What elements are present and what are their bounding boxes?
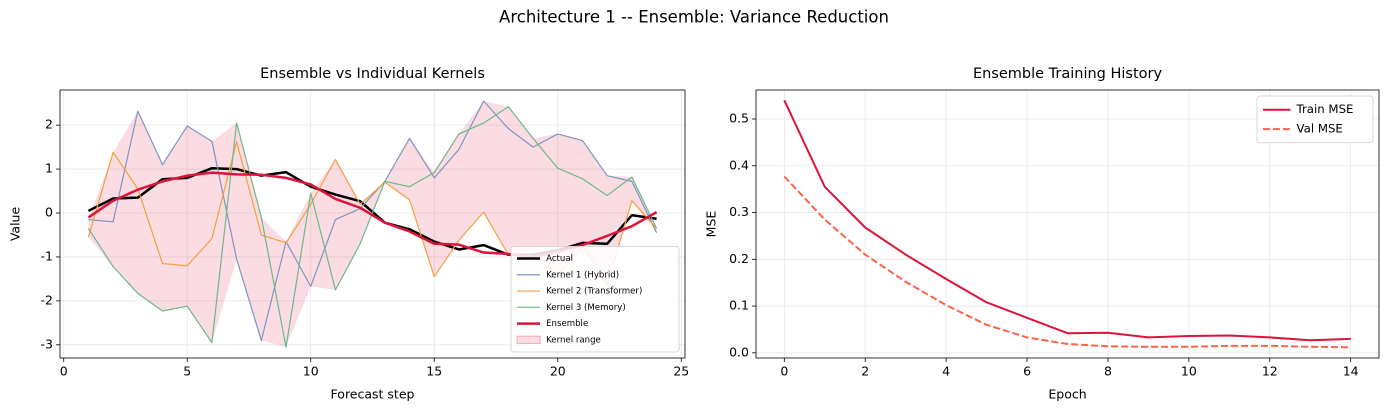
y-tick-label: 0.0 (729, 344, 749, 359)
kernel-range-band (88, 100, 657, 348)
y-tick-label: -1 (41, 248, 53, 263)
y-tick-label: 0.1 (729, 298, 749, 313)
x-tick-label: 14 (1343, 364, 1359, 379)
x-tick-label: 25 (673, 364, 689, 379)
y-tick-label: 0 (45, 205, 53, 220)
plot-frame (755, 89, 1380, 359)
legend-label: Actual (546, 254, 573, 264)
y-tick-label: 2 (45, 117, 53, 132)
series-line (783, 99, 1351, 342)
series-line (783, 175, 1351, 349)
y-tick-label: 1 (45, 161, 53, 176)
legend-label: Kernel 2 (Transformer) (546, 287, 642, 297)
y-axis-label: Value (8, 207, 23, 242)
legend-box (1256, 95, 1374, 144)
y-tick-label: 0.5 (729, 110, 749, 125)
x-tick-label: 15 (426, 364, 442, 379)
y-tick-label: 0.2 (729, 251, 749, 266)
legend-swatch (516, 335, 541, 345)
x-tick-label: 0 (780, 364, 788, 379)
x-tick-label: 20 (550, 364, 566, 379)
x-tick-label: 10 (1181, 364, 1197, 379)
legend-label: Kernel range (546, 335, 601, 345)
x-tick-label: 8 (1104, 364, 1112, 379)
x-tick-label: 0 (60, 364, 68, 379)
y-tick-label: -2 (41, 292, 53, 307)
plot-frame (59, 89, 686, 359)
legend-box (510, 245, 680, 353)
y-tick-label: -3 (41, 336, 53, 351)
series-line (87, 106, 658, 348)
x-tick-label: 4 (942, 364, 950, 379)
legend-label: Val MSE (1297, 122, 1343, 136)
figure-title: Architecture 1 -- Ensemble: Variance Red… (499, 8, 889, 27)
x-tick-label: 10 (303, 364, 319, 379)
y-tick-label: 0.3 (729, 204, 749, 219)
series-line (88, 100, 658, 342)
y-axis-label: MSE (704, 211, 719, 238)
legend-label: Kernel 3 (Memory) (546, 303, 626, 313)
subplot-title: Ensemble vs Individual Kernels (260, 66, 485, 82)
x-axis-label: Epoch (1048, 387, 1086, 402)
legend-label: Train MSE (1296, 102, 1354, 116)
legend-label: Kernel 1 (Hybrid) (546, 270, 619, 280)
x-tick-label: 2 (861, 364, 869, 379)
x-tick-label: 5 (183, 364, 191, 379)
legend-label: Ensemble (546, 319, 588, 329)
y-tick-label: 0.4 (729, 157, 749, 172)
x-tick-label: 12 (1262, 364, 1278, 379)
x-axis-label: Forecast step (331, 387, 415, 402)
subplot-title: Ensemble Training History (973, 66, 1163, 82)
x-tick-label: 6 (1023, 364, 1031, 379)
